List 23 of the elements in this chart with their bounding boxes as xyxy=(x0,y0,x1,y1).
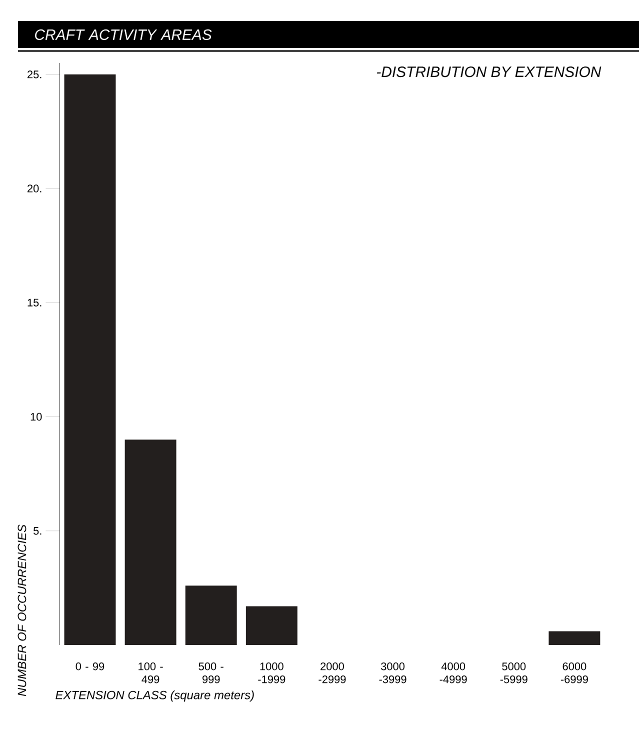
y-axis-title: NUMBER OF OCCURRENCIES xyxy=(18,524,26,696)
bar xyxy=(64,74,116,645)
x-tick-label: 3000 -3999 xyxy=(379,662,406,684)
bar xyxy=(185,586,237,645)
x-tick-label: 4000 -4999 xyxy=(440,662,467,684)
x-tick-label: 500 - 999 xyxy=(198,662,224,684)
x-tick-label: 6000 -6999 xyxy=(560,662,588,684)
y-tick-label: 10 xyxy=(30,412,42,421)
bar xyxy=(548,631,600,645)
y-tick-label: 20. xyxy=(28,184,42,192)
chart-subtitle: -DISTRIBUTION BY EXTENSION xyxy=(376,66,602,78)
bar xyxy=(124,440,176,645)
x-tick-label: 0 - 99 xyxy=(76,662,104,670)
y-tick-label: 15. xyxy=(28,298,42,306)
x-tick-label: 1000 -1999 xyxy=(258,662,286,684)
x-tick-label: 2000 -2999 xyxy=(318,662,346,684)
chart-title: CRAFT ACTIVITY AREAS xyxy=(35,29,212,40)
y-tick-label: 25. xyxy=(28,70,42,78)
x-axis-title: EXTENSION CLASS (square meters) xyxy=(56,690,254,702)
bar xyxy=(246,606,298,645)
x-tick-label: 5000 -5999 xyxy=(500,662,528,684)
y-tick-label: 5. xyxy=(34,527,42,535)
x-tick-label: 100 - 499 xyxy=(138,662,163,684)
